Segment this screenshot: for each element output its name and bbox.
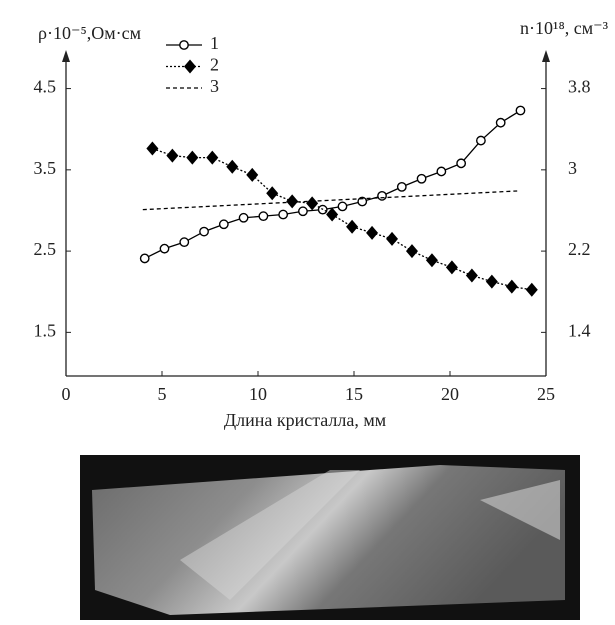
y2-tick-label: 1.4: [568, 320, 591, 340]
x-tick-label: 10: [249, 384, 267, 404]
point: [179, 237, 190, 248]
y2-axis-label: n·10¹⁸, см⁻³: [520, 18, 609, 38]
point: [445, 260, 458, 275]
y2-tick-label: 3.8: [568, 77, 591, 97]
legend-label: 1: [210, 33, 219, 53]
series-line: [144, 109, 521, 259]
y2-tick-label: 2.2: [568, 239, 591, 259]
point: [456, 158, 467, 169]
point: [206, 150, 219, 165]
point: [396, 182, 407, 192]
point: [226, 159, 239, 174]
point: [495, 117, 506, 128]
x-axis-label: Длина кристалла, мм: [224, 410, 386, 430]
point: [386, 231, 399, 246]
y2-tick-label: 3: [568, 158, 577, 178]
point: [246, 167, 259, 182]
point: [525, 282, 538, 297]
point: [515, 105, 526, 116]
x-tick-label: 15: [345, 384, 363, 404]
y-tick-label: 4.5: [34, 77, 57, 97]
legend-label: 2: [210, 55, 219, 75]
x-tick-label: 20: [441, 384, 459, 404]
legend-label: 3: [210, 76, 219, 96]
point: [286, 194, 299, 209]
point: [485, 274, 498, 289]
legend-marker: [179, 40, 189, 50]
point: [326, 207, 339, 222]
axis-arrow: [542, 50, 550, 62]
x-tick-label: 0: [62, 384, 71, 404]
point: [199, 226, 209, 237]
series-line: [152, 147, 532, 291]
point: [505, 279, 518, 294]
axis-arrow: [62, 50, 70, 62]
point: [306, 196, 319, 211]
point: [218, 219, 229, 230]
point: [159, 243, 170, 254]
point: [476, 135, 486, 146]
point: [425, 253, 438, 268]
point: [366, 225, 379, 240]
point: [416, 173, 427, 184]
x-tick-label: 25: [537, 384, 555, 404]
point: [337, 201, 348, 212]
point: [436, 166, 447, 177]
point: [238, 212, 249, 223]
point: [186, 150, 199, 165]
y-tick-label: 2.5: [34, 239, 57, 259]
point: [258, 211, 269, 222]
point: [146, 141, 159, 156]
point: [139, 253, 150, 264]
point: [298, 206, 308, 217]
point: [405, 244, 418, 259]
series-line: [142, 190, 518, 211]
y-axis-label: ρ·10⁻⁵,Ом·см: [38, 23, 141, 43]
y-tick-label: 1.5: [34, 320, 57, 340]
point: [346, 219, 359, 234]
point: [465, 268, 478, 283]
point: [278, 209, 289, 220]
photo: [80, 455, 580, 620]
point: [377, 190, 387, 201]
point: [266, 186, 279, 201]
x-tick-label: 5: [158, 384, 167, 404]
legend-marker: [184, 59, 196, 74]
point: [166, 148, 179, 163]
y-tick-label: 3.5: [34, 158, 57, 178]
